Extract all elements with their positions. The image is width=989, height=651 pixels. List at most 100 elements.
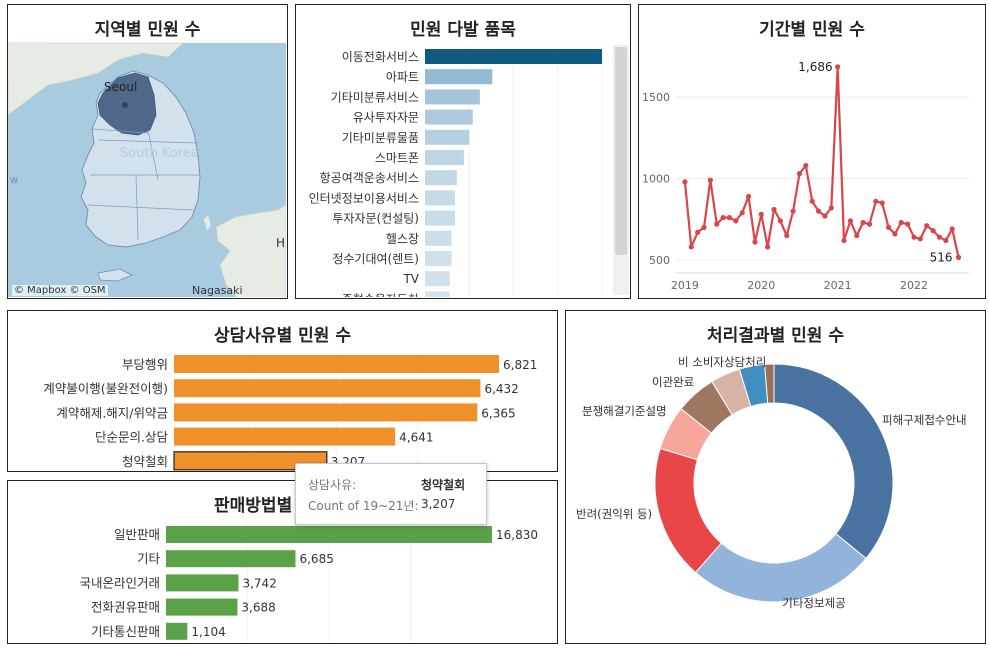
label-nagasaki: Nagasaki: [192, 284, 243, 297]
items-category-label: 중형승용자동차: [342, 292, 419, 297]
items-panel-title: 민원 다발 품목: [410, 20, 516, 40]
items-category-label: 기타미분류서비스: [331, 90, 419, 104]
items-bar: [425, 69, 493, 85]
north-korea-land: [8, 42, 185, 116]
period-point: [733, 218, 739, 224]
period-point: [745, 193, 752, 200]
japan-land: [215, 204, 286, 297]
period-point: [682, 179, 688, 185]
period-point: [847, 218, 854, 224]
period-y-tick: 1500: [642, 91, 670, 104]
reasons-category-label: 단순문의.상담: [95, 430, 168, 445]
period-point: [707, 177, 713, 183]
outcome-slice: [654, 447, 722, 574]
period-x-tick: 2021: [824, 279, 852, 292]
hover-tooltip: 상담사유: 청약철회 Count of 19~21년: 3,207: [295, 463, 487, 525]
sales-bar: [166, 622, 188, 640]
period-point: [726, 215, 733, 221]
reasons-bar-chart[interactable]: 부당행위 6,821 계약불이행(불완전이행) 6,432 계약해제.해지/위약금 6,3…: [8, 311, 556, 471]
period-panel-title: 기간별 민원 수: [759, 20, 865, 40]
period-point: [752, 239, 758, 245]
items-category-label: 스마트폰: [375, 151, 419, 165]
region-panel-title: 지역별 민원 수: [94, 20, 201, 40]
map-attribution[interactable]: © Mapbox © OSM: [12, 285, 108, 296]
period-point: [905, 221, 911, 227]
china-land: [8, 43, 48, 80]
period-point: [803, 162, 809, 169]
period-point: [924, 223, 930, 229]
label-h: H: [276, 236, 285, 250]
sales-bar-chart[interactable]: 일반판매 16,830 기타 6,685 국내온라인거래 3,742 전화권유판매 3,688…: [8, 481, 556, 643]
period-point: [701, 224, 707, 230]
period-line-chart[interactable]: 500 1000 1500 2019 2020 2021 2022 1,686 516: [639, 5, 985, 297]
period-point: [860, 219, 866, 226]
period-annotation-last: 516: [930, 250, 953, 264]
items-category-label: 이동전화서비스: [342, 50, 419, 64]
reasons-category-label: 부당행위: [122, 357, 168, 372]
items-bar-chart[interactable]: 이동전화서비스아파트기타미분류서비스유사투자자문기타미분류물품스마트폰항공여객운…: [296, 5, 616, 297]
period-point: [765, 244, 771, 250]
reasons-value-label: 4,641: [399, 431, 433, 445]
items-category-label: 기타미분류물품: [342, 131, 419, 145]
period-point: [892, 231, 898, 237]
period-point: [854, 232, 860, 239]
period-y-tick: 1000: [642, 173, 670, 186]
outcome-slice-label: 이관완료: [652, 375, 694, 389]
period-point: [739, 210, 745, 216]
sales-bar: [166, 550, 296, 568]
outcome-slice-label: 기타정보제공: [782, 596, 845, 610]
period-point: [911, 234, 917, 240]
period-point: [695, 229, 701, 235]
tooltip-value-count: 3,207: [421, 497, 456, 511]
reasons-category-label: 계약불이행(불완전이행): [43, 381, 168, 396]
reasons-value-label: 6,365: [481, 406, 515, 420]
items-bar: [425, 230, 452, 246]
period-x-tick: 2020: [747, 279, 775, 292]
items-bar: [425, 129, 470, 145]
outcome-slice: [773, 363, 894, 560]
period-point: [936, 234, 943, 240]
period-point: [771, 206, 777, 213]
items-bar: [425, 150, 464, 165]
label-seoul: Seoul: [104, 80, 137, 94]
items-scrollbar[interactable]: [613, 45, 629, 295]
reasons-category-label: 계약해제.해지/위약금: [56, 405, 168, 420]
reasons-value-label: 6,821: [503, 358, 537, 372]
items-bar: [425, 49, 602, 64]
outcome-slice-label: 피해구제접수안내: [882, 413, 967, 427]
sales-value-label: 6,685: [299, 552, 333, 566]
period-point: [930, 228, 936, 234]
sales-value-label: 3,688: [241, 601, 275, 615]
tooltip-label-reason: 상담사유:: [308, 478, 357, 492]
label-south-korea: South Korea: [120, 146, 199, 161]
sales-value-label: 1,104: [191, 625, 225, 639]
sales-value-label: 3,742: [242, 576, 276, 590]
period-point: [866, 221, 873, 227]
period-point: [898, 219, 904, 226]
period-point: [790, 208, 796, 214]
period-point: [815, 208, 822, 214]
province-borders: [87, 128, 200, 241]
outcome-panel: 처리결과별 민원 수 피해구제접수안내 기타정보제공 반려(권익위 등) 분쟁해결기준…: [565, 310, 986, 644]
outcome-slice: [764, 363, 775, 404]
reasons-panel-title: 상담사유별 민원 수: [214, 326, 351, 346]
sales-bar: [166, 526, 492, 543]
region-panel: 지역별 민원 수 Seoul South Korea Nagasaki H w …: [7, 4, 288, 299]
period-point: [841, 237, 847, 244]
items-category-label: 인터넷정보이용서비스: [309, 191, 419, 205]
sales-category-label: 일반판매: [114, 527, 160, 542]
sales-category-label: 기타통신판매: [91, 624, 160, 639]
items-scrollbar-thumb[interactable]: [615, 47, 627, 255]
items-category-label: 투자자문(컨설팅): [332, 212, 419, 226]
period-point: [809, 198, 815, 204]
period-point: [835, 64, 841, 70]
outcome-slice-label: 비 소비자상담처리: [678, 355, 766, 369]
korea-map[interactable]: Seoul South Korea Nagasaki H w: [8, 5, 286, 297]
period-point: [796, 171, 803, 177]
items-category-label: 항공여객운송서비스: [320, 171, 419, 185]
seoul-marker: [122, 102, 128, 108]
period-point: [784, 232, 790, 239]
reasons-category-label: 청약철회: [122, 454, 168, 469]
jeju-island: [97, 268, 133, 282]
